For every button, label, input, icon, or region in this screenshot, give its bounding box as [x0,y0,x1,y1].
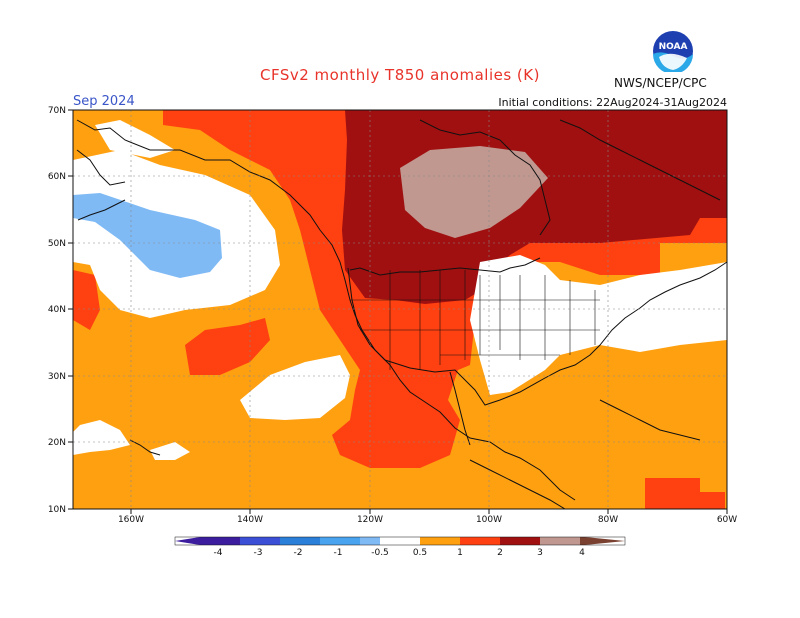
colorbar-label-pos4: 4 [579,548,585,558]
colorbar-label-neg1: -1 [334,548,343,558]
colorbar-label-pos2: 2 [497,548,503,558]
colorbar-bin-pos3 [540,537,580,545]
colorbar-label-neg4: -4 [214,548,223,558]
colorbar-bin-pos05 [420,537,460,545]
colorbar-bin-neg05 [360,537,380,545]
lon-label-100w: 100W [476,515,502,525]
axis-ticks [68,109,728,514]
anomaly-neg05-neg1-region [73,193,222,278]
lon-label-140w: 140W [237,515,263,525]
coastlines-and-borders [76,119,728,510]
graticule [73,110,727,509]
noaa-logo: NOAA [652,30,694,76]
initial-conditions: Initial conditions: 22Aug2024-31Aug2024 [498,96,727,109]
lon-label-80w: 80W [598,515,618,525]
colorbar-bin-zero [380,537,420,545]
lat-label-40n: 40N [48,305,66,315]
lon-label-120w: 120W [357,515,383,525]
colorbar-bin-neg1 [320,537,360,545]
colorbar-arrow-low [175,537,200,545]
noaa-logo-text: NOAA [659,42,688,52]
colorbar-label-pos3: 3 [537,548,543,558]
lat-label-60n: 60N [48,172,66,182]
colorbar-bin-neg3 [240,537,280,545]
colorbar-label-neg05: -0.5 [371,548,389,558]
colorbar-bin-pos1 [460,537,500,545]
lat-label-30n: 30N [48,372,66,382]
colorbar: -4 -3 -2 -1 -0.5 0.5 1 2 3 4 [174,536,626,558]
colorbar-bin-neg4 [200,537,240,545]
lat-label-70n: 70N [48,106,66,116]
anomaly-3-4-region [400,146,548,238]
colorbar-label-pos1: 1 [457,548,463,558]
colorbar-bin-neg2 [280,537,320,545]
lon-label-160w: 160W [118,515,144,525]
agency-label: NWS/NCEP/CPC [614,76,707,90]
colorbar-bin-pos4 [580,537,585,545]
lat-label-10n: 10N [48,505,66,515]
colorbar-label-neg3: -3 [254,548,263,558]
forecast-month: Sep 2024 [73,94,135,109]
near-zero-regions [73,120,727,460]
colorbar-label-neg2: -2 [294,548,303,558]
state-borders [350,270,600,370]
lat-label-20n: 20N [48,438,66,448]
colorbar-label-pos05: 0.5 [413,548,427,558]
lon-label-60w: 60W [717,515,737,525]
lat-label-50n: 50N [48,239,66,249]
colorbar-arrow-high [585,537,625,545]
colorbar-bin-pos2 [500,537,540,545]
colorbar-outline [174,536,626,546]
map-title: CFSv2 monthly T850 anomalies (K) [260,66,540,84]
